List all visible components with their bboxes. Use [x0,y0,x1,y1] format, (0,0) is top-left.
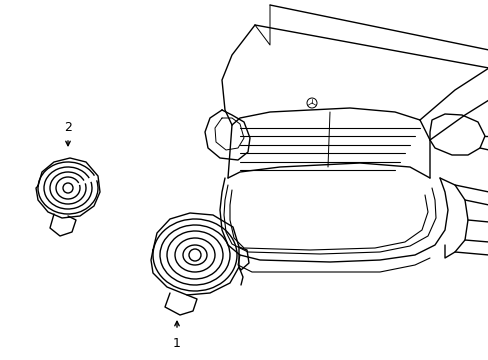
Text: 2: 2 [64,121,72,134]
Text: 1: 1 [173,337,181,350]
